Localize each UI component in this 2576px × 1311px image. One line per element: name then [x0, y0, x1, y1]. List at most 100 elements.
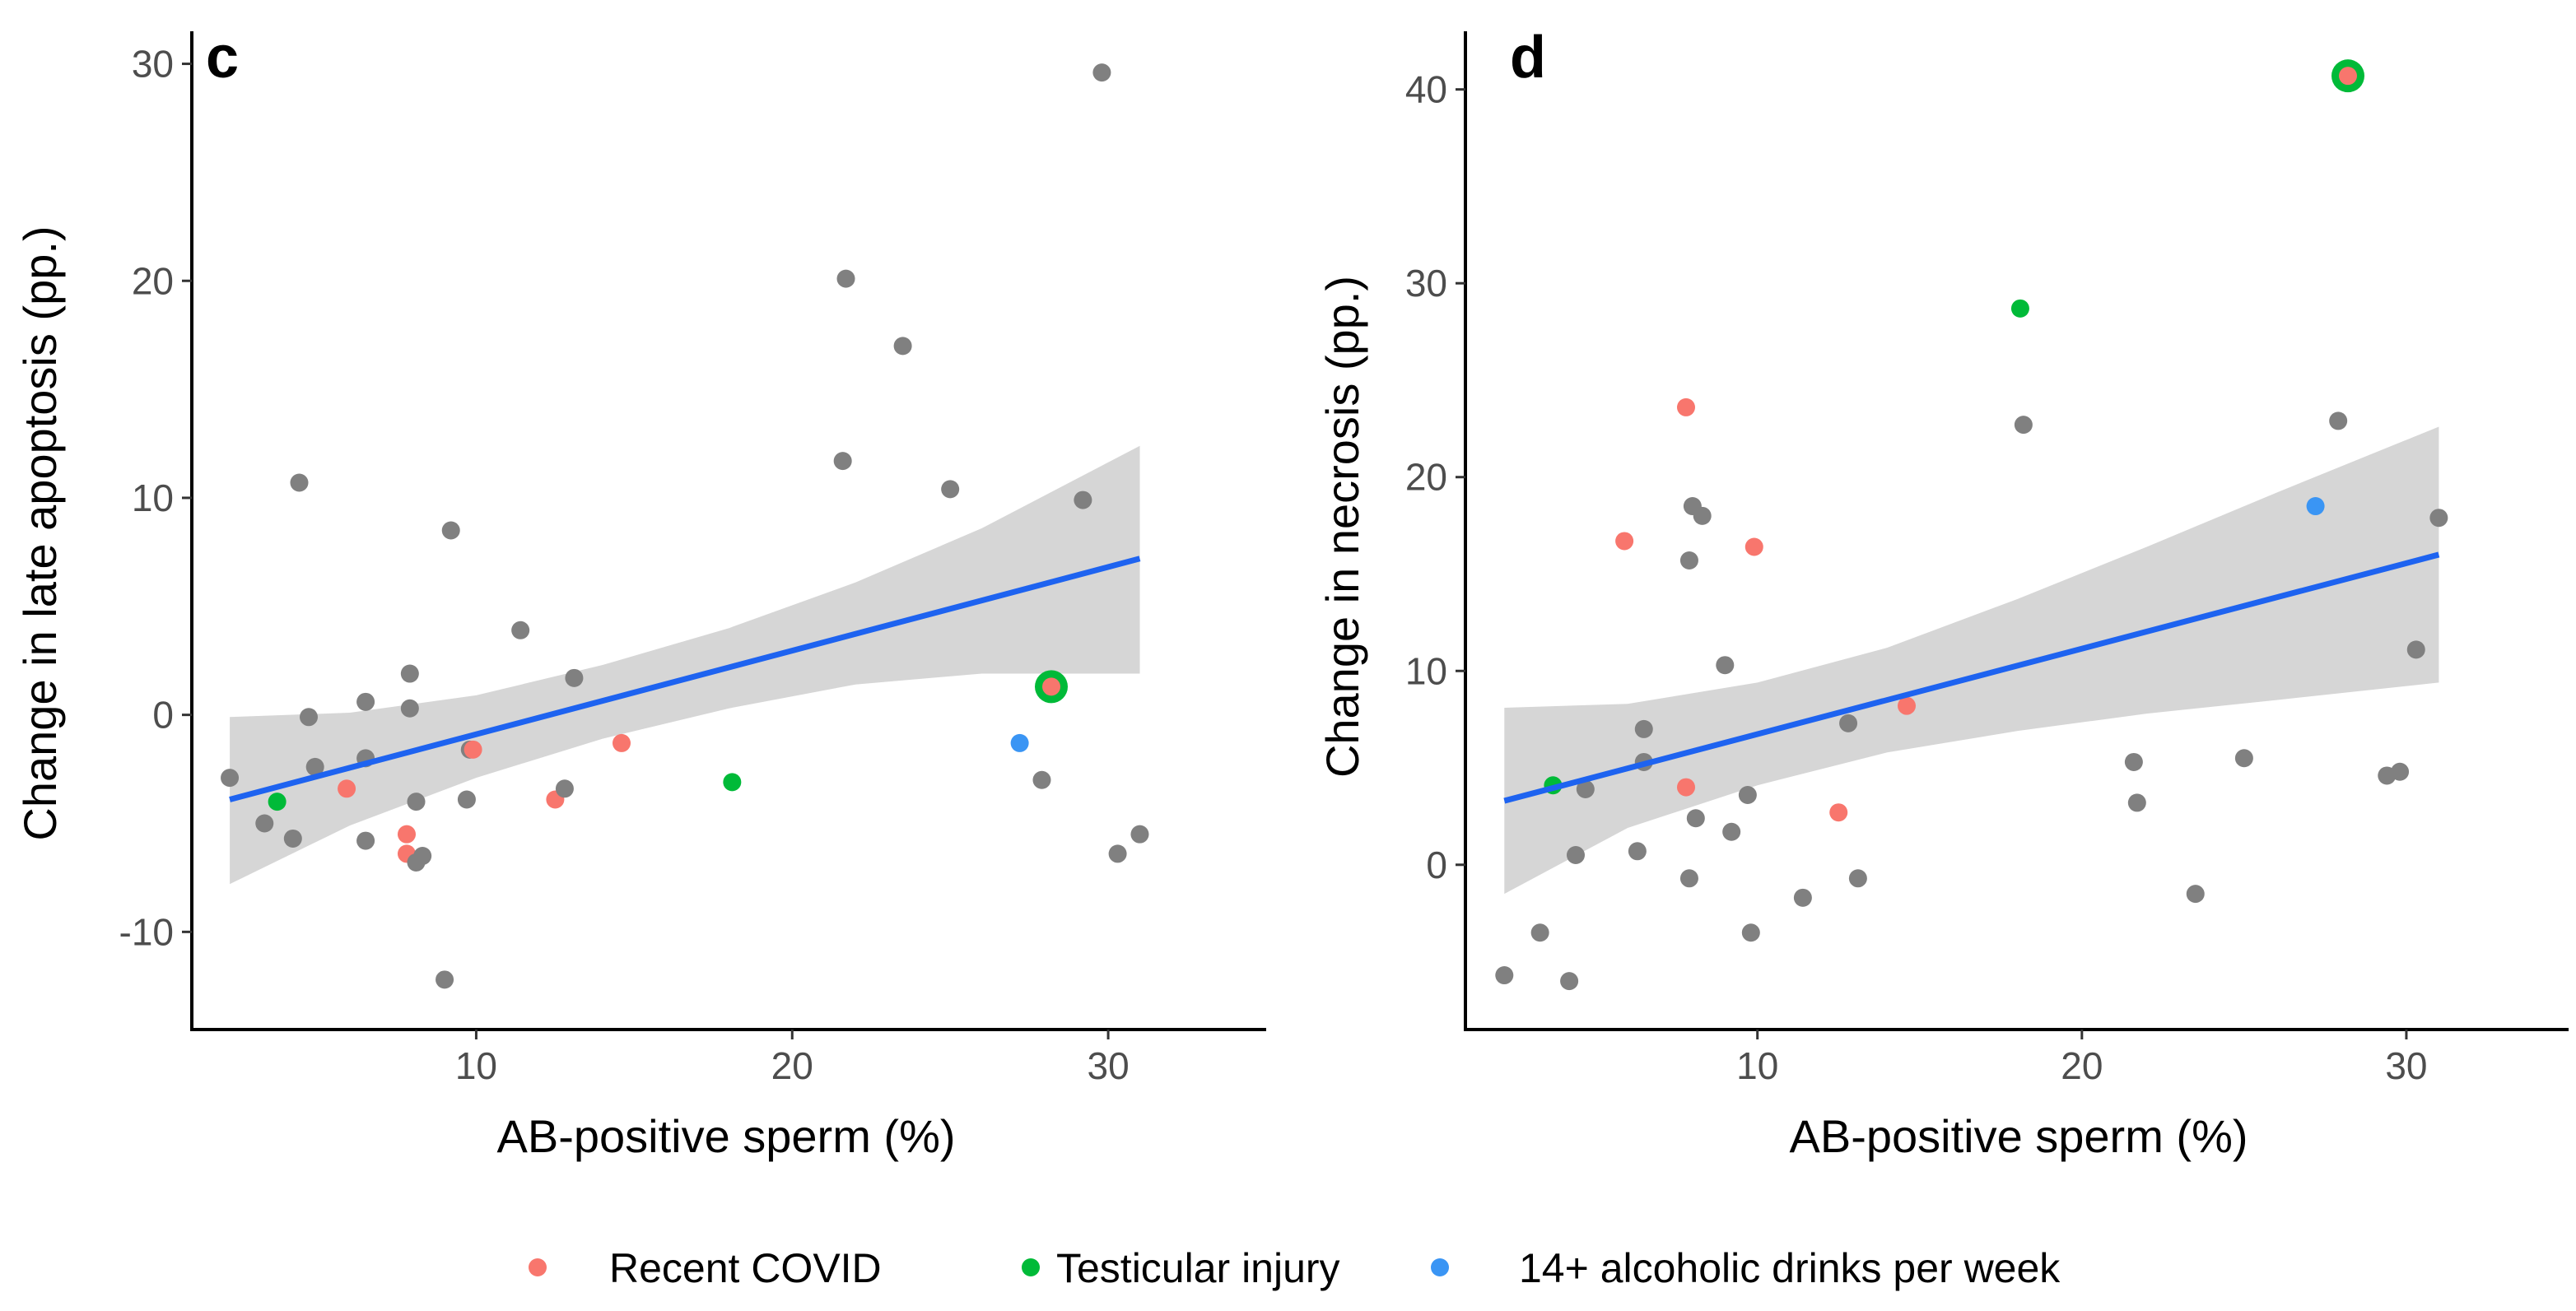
panel-c-data-point	[441, 521, 460, 540]
legend-label-recent-covid: Recent COVID	[609, 1245, 882, 1291]
panel-d-data-point	[2429, 509, 2448, 528]
panel-d-data-point	[1829, 803, 1848, 822]
panel-d-data-point	[1741, 923, 1760, 942]
panel-c-regression-line	[229, 556, 1141, 802]
panel-c-data-point	[283, 829, 302, 848]
panel-d-data-point	[1693, 506, 1712, 525]
panel-d-data-point	[1686, 809, 1705, 828]
panel-c-data-point	[893, 337, 912, 356]
panel-c-data-point	[613, 733, 631, 752]
panel-d-data-point	[1716, 656, 1735, 675]
panel-d-data-point	[1898, 696, 1916, 715]
panel-d-data-point	[1628, 842, 1647, 861]
panel-c-data-point	[833, 452, 852, 471]
panel-d-y-axis-label: Change in necrosis (pp.)	[1316, 276, 1368, 778]
panel-c-data-point	[555, 779, 574, 798]
legend-swatch-alcohol	[1431, 1258, 1449, 1276]
panel-d-data-point	[2234, 749, 2253, 768]
panel-d-letter: d	[1510, 25, 1546, 91]
panel-c-data-point	[1130, 825, 1149, 844]
panel-d-data-point	[1679, 869, 1698, 888]
panel-d-data-point	[2406, 640, 2425, 659]
panel-c-data-point	[400, 664, 419, 683]
panel-c-confidence-band	[230, 445, 1140, 885]
panel-c-y-tick-label: 0	[152, 694, 174, 737]
panel-c-data-point	[463, 740, 482, 759]
panel-d-data-point	[1677, 397, 1695, 416]
panel-c-data-point	[268, 793, 286, 811]
panel-c-x-tick-label: 30	[1088, 1044, 1130, 1087]
panel-d-data-point	[1848, 869, 1867, 888]
panel-d-data-point	[1615, 532, 1634, 551]
panel-d-x-tick-label: 30	[2385, 1044, 2427, 1087]
panel-d-data-point	[2329, 411, 2348, 430]
panel-c-data-point	[941, 480, 960, 499]
panel-c-data-point	[457, 790, 476, 809]
panel-d-y-tick-label: 0	[1426, 844, 1447, 886]
panel-d-data-point	[1793, 888, 1812, 907]
panel-d-y-tick-label: 10	[1405, 649, 1447, 692]
panel-d-x-tick-label: 10	[1736, 1044, 1778, 1087]
panel-d-data-point	[1560, 972, 1579, 991]
panel-d-data-point	[1738, 786, 1757, 805]
panel-d-x-axis-label: AB-positive sperm (%)	[1789, 1110, 2248, 1162]
panel-d-data-point	[1634, 719, 1653, 738]
panel-d-x-tick-label: 20	[2061, 1044, 2103, 1087]
panel-c-data-point	[1032, 770, 1051, 789]
panel-c-data-point	[305, 757, 324, 776]
panel-c-data-point	[338, 779, 356, 798]
panel-d-data-point	[2014, 416, 2033, 435]
panel-d-data-point	[1576, 779, 1595, 798]
panel-c-data-point	[300, 708, 319, 727]
panel-c-y-tick-label: 10	[132, 477, 174, 519]
panel-c-data-point	[836, 269, 855, 288]
panel-c-data-point	[1042, 677, 1060, 696]
legend-swatch-testicular-injury	[1022, 1258, 1040, 1276]
panel-c-data-point	[1092, 63, 1111, 82]
panel-d-y-tick-label: 40	[1405, 68, 1447, 111]
panel-d-data-point	[1530, 923, 1549, 942]
panel-c-data-point	[255, 814, 274, 833]
panel-d-data-point	[1679, 551, 1698, 570]
panel-d-data-point	[1745, 537, 1763, 556]
panel-d: 10 20 30 0 10 20 30 40 AB-positive sperm (%) Ch…	[1316, 25, 2569, 1162]
panel-d-data-point	[2186, 885, 2205, 904]
panel-d-confidence-band	[1504, 426, 2439, 895]
panel-c-data-point	[407, 793, 426, 811]
panel-c-data-point	[511, 621, 530, 639]
panel-c: 10 20 30 -10 0 10 20 30 AB-positive sperm (%) C…	[14, 25, 1266, 1162]
panel-c-data-point	[723, 773, 742, 792]
panel-c-y-tick-label: 20	[132, 259, 174, 302]
panel-c-plot-layer: 10 20 30 -10 0 10 20 30	[119, 31, 1266, 1087]
panel-c-data-point	[356, 692, 375, 711]
panel-c-data-point	[565, 668, 584, 687]
panel-c-data-point	[400, 699, 419, 718]
panel-d-data-point	[2306, 497, 2325, 516]
panel-c-data-point	[1010, 733, 1029, 752]
legend-swatch-recent-covid	[529, 1258, 547, 1276]
panel-c-y-tick-label: 30	[132, 43, 174, 86]
panel-c-data-point	[356, 831, 375, 850]
panel-d-data-point	[1839, 714, 1858, 732]
panel-c-x-tick-label: 20	[771, 1044, 813, 1087]
panel-c-data-point	[436, 970, 454, 989]
panel-d-data-point	[2339, 67, 2357, 86]
panel-d-data-point	[1495, 966, 1514, 985]
panel-d-y-tick-label: 20	[1405, 456, 1447, 499]
panel-d-data-point	[2010, 299, 2029, 318]
panel-c-data-point	[221, 769, 240, 788]
panel-d-regression-line	[1503, 551, 2440, 804]
panel-d-data-point	[1722, 822, 1741, 841]
panel-d-data-point	[2124, 752, 2143, 771]
panel-c-letter: c	[206, 25, 239, 91]
panel-c-y-axis-label: Change in late apoptosis (pp.)	[14, 225, 66, 840]
panel-d-plot-layer: 10 20 30 0 10 20 30 40	[1405, 31, 2569, 1087]
panel-c-data-point	[398, 825, 416, 844]
panel-d-data-point	[2127, 793, 2146, 812]
legend-label-alcohol: 14+ alcoholic drinks per week	[1519, 1245, 2061, 1291]
panel-d-data-point	[1567, 846, 1585, 865]
panel-c-data-point	[290, 473, 309, 492]
panel-d-data-point	[2391, 762, 2410, 781]
panel-c-data-point	[1074, 490, 1092, 509]
